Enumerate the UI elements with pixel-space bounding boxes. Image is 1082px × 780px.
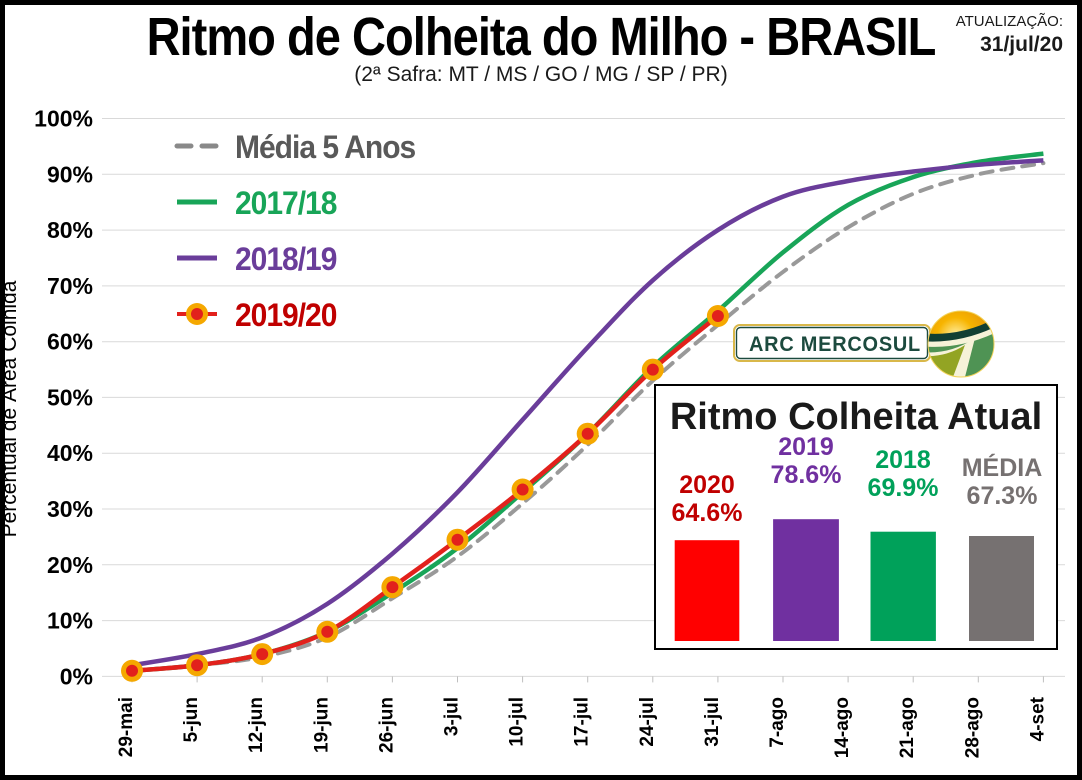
svg-text:4-set: 4-set (1027, 696, 1048, 741)
svg-text:14-ago: 14-ago (832, 697, 853, 758)
svg-text:ARC MERCOSUL: ARC MERCOSUL (749, 333, 921, 356)
svg-text:17-jul: 17-jul (572, 697, 593, 747)
svg-text:69.9%: 69.9% (868, 474, 939, 502)
svg-text:2019: 2019 (778, 433, 834, 461)
svg-text:7-ago: 7-ago (767, 697, 788, 748)
svg-text:20%: 20% (47, 552, 93, 578)
svg-text:10-jul: 10-jul (507, 697, 528, 747)
svg-text:5-jun: 5-jun (181, 697, 202, 742)
svg-text:30%: 30% (47, 496, 93, 522)
svg-text:2019/20: 2019/20 (235, 297, 337, 333)
svg-text:Média 5 Anos: Média 5 Anos (235, 129, 416, 165)
svg-text:70%: 70% (47, 273, 93, 299)
svg-text:2018: 2018 (875, 446, 931, 474)
svg-text:Ritmo Colheita Atual: Ritmo Colheita Atual (670, 396, 1042, 438)
svg-text:64.6%: 64.6% (672, 499, 743, 527)
svg-text:10%: 10% (47, 608, 93, 634)
svg-text:40%: 40% (47, 440, 93, 466)
svg-text:12-jun: 12-jun (246, 697, 267, 753)
svg-text:26-jun: 26-jun (376, 697, 397, 753)
svg-text:100%: 100% (34, 106, 93, 132)
svg-text:90%: 90% (47, 161, 93, 187)
svg-text:78.6%: 78.6% (771, 461, 842, 489)
svg-text:2020: 2020 (679, 471, 735, 499)
svg-text:60%: 60% (47, 329, 93, 355)
svg-text:28-ago: 28-ago (962, 697, 983, 758)
svg-text:67.3%: 67.3% (967, 482, 1038, 510)
svg-text:31-jul: 31-jul (702, 697, 723, 747)
svg-text:2018/19: 2018/19 (235, 241, 337, 277)
svg-text:80%: 80% (47, 217, 93, 243)
svg-text:24-jul: 24-jul (637, 697, 658, 747)
svg-text:3-jul: 3-jul (442, 697, 463, 736)
svg-text:MÉDIA: MÉDIA (962, 453, 1043, 482)
svg-text:29-mai: 29-mai (116, 697, 137, 757)
svg-text:50%: 50% (47, 384, 93, 410)
svg-text:19-jun: 19-jun (311, 697, 332, 753)
svg-text:0%: 0% (60, 663, 93, 689)
svg-text:2017/18: 2017/18 (235, 185, 337, 221)
svg-text:21-ago: 21-ago (897, 697, 918, 758)
